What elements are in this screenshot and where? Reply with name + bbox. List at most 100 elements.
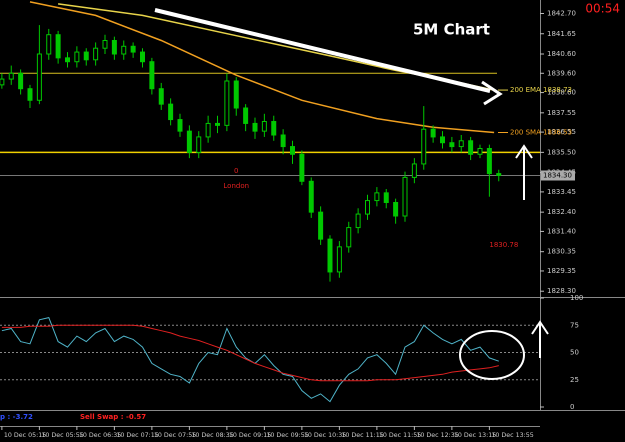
candle-body: [74, 51, 80, 63]
candle-body: [496, 173, 502, 176]
candle-body: [158, 88, 164, 105]
x-tick-label: 10 Dec 10:35: [304, 432, 346, 439]
x-tick-label: 10 Dec 11:15: [341, 432, 383, 439]
candle-body: [374, 192, 380, 202]
indicator-tick-label: 0: [570, 403, 574, 411]
candle-body: [177, 119, 183, 132]
x-tick-label: 10 Dec 05:15: [4, 432, 46, 439]
candle-body: [290, 146, 295, 155]
x-tick-label: 10 Dec 13:15: [454, 432, 496, 439]
ma-label: 200 SMA 1836.53: [510, 128, 572, 136]
candle-body: [8, 72, 14, 80]
candle-body: [468, 140, 474, 155]
candle-body: [215, 122, 220, 126]
candle-body: [55, 34, 61, 59]
x-tick-label: 10 Dec 09:15: [229, 432, 271, 439]
y-tick-label: 1833.45: [547, 188, 576, 196]
y-tick-label: 1828.30: [547, 287, 576, 295]
y-tick-label: 1832.40: [547, 208, 576, 216]
x-tick-label: 10 Dec 11:55: [379, 432, 421, 439]
candle-body: [18, 72, 24, 90]
arrow: [154, 8, 491, 93]
arrow-head: [481, 80, 503, 106]
candle-body: [205, 122, 211, 138]
candle-body: [111, 40, 117, 55]
y-tick-label: 1836.55: [547, 128, 576, 136]
y-tick-label: 1840.60: [547, 50, 576, 58]
candle-body: [224, 80, 230, 126]
candle-body: [271, 121, 277, 136]
y-tick-label: 1838.60: [547, 89, 576, 97]
candle-body: [486, 148, 492, 175]
candle-body: [93, 47, 99, 61]
candle-body: [140, 51, 145, 63]
annotation: 1830.78: [489, 241, 518, 249]
x-tick-label: 10 Dec 07:55: [154, 432, 196, 439]
y-tick-label: 1829.35: [547, 267, 576, 275]
y-tick-label: 1837.55: [547, 109, 576, 117]
candle-body: [149, 61, 155, 90]
indicator-tick-label: 75: [570, 321, 579, 329]
price-tag: [541, 170, 575, 181]
candle-body: [430, 128, 436, 138]
annotation: London: [223, 182, 249, 190]
y-tick-label: 1835.50: [547, 148, 576, 156]
candle-body: [243, 107, 249, 124]
annotation: 0: [234, 167, 238, 175]
candle-body: [36, 53, 42, 101]
candle-body: [196, 136, 202, 153]
candle-body: [411, 163, 417, 178]
indicator-line: [1, 324, 499, 382]
candle-body: [365, 200, 370, 215]
candle-body: [299, 153, 305, 182]
x-tick-label: 10 Dec 13:55: [491, 432, 533, 439]
arrow-head: [531, 320, 549, 335]
x-tick-label: 10 Dec 09:55: [266, 432, 308, 439]
x-tick-label: 10 Dec 06:35: [79, 432, 121, 439]
candle-body: [449, 142, 455, 148]
candle-body: [46, 34, 52, 55]
x-tick-label: 10 Dec 05:55: [41, 432, 83, 439]
candle-body: [346, 227, 352, 248]
candle-body: [168, 103, 174, 121]
candle-body: [355, 213, 361, 229]
footer-text: Sell Swap : -0.57: [80, 413, 146, 421]
candle-body: [102, 40, 108, 49]
x-tick-label: 10 Dec 12:35: [416, 432, 458, 439]
candle-body: [318, 211, 324, 240]
y-tick-label: 1831.40: [547, 227, 576, 235]
candle-body: [308, 180, 314, 213]
highlight-circle: [459, 330, 525, 380]
candle-body: [327, 238, 333, 273]
plot: 1842.70 1841.65 1840.60 1839.60 1838.60 1837.…: [0, 1, 583, 439]
y-tick-label: 1842.70: [547, 10, 576, 18]
y-tick-label: 1830.35: [547, 248, 576, 256]
candle-body: [477, 148, 483, 155]
candle-body: [186, 130, 192, 153]
candle-body: [83, 51, 89, 61]
price-tag-label: 1834.30: [543, 172, 572, 180]
candle-body: [121, 45, 127, 55]
candle-body: [27, 88, 33, 101]
candle-body: [0, 78, 5, 86]
x-tick-label: 10 Dec 08:35: [191, 432, 233, 439]
clock: 00:54: [585, 2, 620, 16]
ma-label: 200 EMA 1838.73: [510, 86, 572, 94]
candle-body: [421, 128, 427, 165]
indicator-tick-label: 100: [570, 294, 583, 302]
y-tick-label: 1841.65: [547, 30, 576, 38]
candle-body: [402, 176, 408, 217]
candle-body: [336, 246, 342, 273]
x-tick-label: 10 Dec 07:15: [116, 432, 158, 439]
y-tick-label: 1839.60: [547, 69, 576, 77]
candle-body: [252, 122, 258, 132]
candle-body: [383, 192, 389, 204]
indicator-tick-label: 25: [570, 376, 579, 384]
candle-body: [458, 140, 464, 148]
arrow-head: [515, 144, 533, 159]
candle-body: [130, 45, 136, 53]
chart-title: 5M Chart: [413, 21, 490, 39]
candle-body: [440, 136, 445, 144]
